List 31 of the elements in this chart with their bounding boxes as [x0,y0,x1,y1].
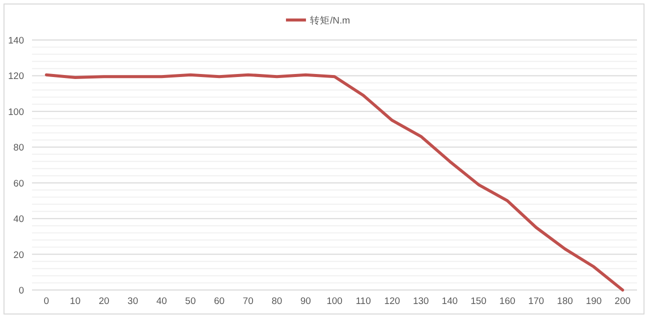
y-tick-label: 100 [8,106,24,118]
x-tick-label: 160 [499,296,516,307]
x-tick-label: 50 [185,296,196,307]
y-tick-label: 140 [8,36,24,46]
x-tick-label: 40 [156,296,167,307]
x-tick-label: 110 [356,296,371,307]
x-tick-label: 180 [557,296,573,307]
y-tick-label: 20 [13,250,24,261]
x-tick-label: 30 [128,296,138,307]
line-series [44,73,624,292]
y-tick-label: 60 [13,178,24,190]
x-tick-label: 130 [413,296,429,307]
x-tick-label: 140 [442,296,458,307]
x-tick-label: 80 [272,296,282,307]
x-tick-label: 200 [614,296,631,307]
x-tick-label: 20 [98,296,110,307]
x-tick-label: 190 [586,296,602,307]
y-tick-label: 0 [18,286,24,296]
x-tick-label: 100 [326,296,342,307]
y-tick-label: 120 [8,71,24,82]
x-tick-label: 10 [70,296,81,307]
x-tick-label: 170 [528,296,544,307]
x-tick-label: 70 [242,296,254,307]
legend-label: 转矩/N.m [310,14,350,26]
x-tick-label: 150 [470,296,486,307]
x-tick-label: 120 [384,296,400,307]
x-tick-label: 90 [300,296,311,307]
x-tick-label: 60 [214,296,225,307]
x-tick-label: 0 [44,296,50,307]
y-tick-label: 80 [13,142,24,154]
y-tick-label: 40 [13,214,24,226]
